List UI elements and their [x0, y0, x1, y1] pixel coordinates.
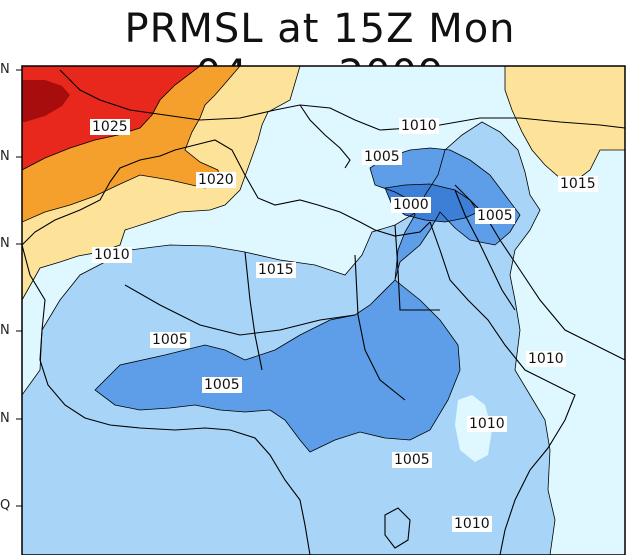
contour-1015: [22, 66, 301, 301]
contour-label-1010-arabia: 1010: [526, 351, 566, 367]
contour-label-1025: 1025: [90, 119, 130, 135]
border-sahara-2: [244, 251, 263, 371]
contour-1010: [22, 121, 556, 555]
coastline-north-africa: [22, 139, 431, 246]
contour-label-1010-horn: 1010: [467, 416, 507, 432]
contour-label-1005-levant: 1005: [475, 208, 515, 224]
contour-label-1010-nw: 1010: [92, 247, 132, 263]
contour-label-1000: 1000: [391, 197, 431, 213]
contour-label-1005-eastmed: 1005: [362, 149, 402, 165]
contour-1000: [384, 183, 479, 223]
contour-1005: [94, 147, 521, 453]
contour-label-1005-west: 1005: [150, 332, 190, 348]
contour-1015-east: [504, 66, 625, 186]
lat-label-5: N: [0, 411, 10, 426]
lat-label-3: N: [0, 236, 10, 251]
contour-label-1015-east: 1015: [558, 176, 598, 192]
map-border: [21, 65, 626, 555]
contour-label-1020: 1020: [196, 172, 236, 188]
contour-label-1005-sahel: 1005: [202, 377, 242, 393]
border-sahara-1: [124, 284, 356, 336]
border-egypt-libya: [394, 224, 440, 311]
lat-label-6: Q: [0, 498, 11, 513]
coastline-europe: [59, 69, 625, 131]
pressure-zone-1015-1020-east: [505, 66, 625, 185]
pressure-zone-1000-1005: [95, 148, 520, 452]
lat-label-1: N: [0, 62, 10, 77]
lat-label-2: N: [0, 149, 10, 164]
coastline-west-africa: [22, 244, 311, 555]
contour-label-1010-south: 1010: [452, 516, 492, 532]
coastline-italy: [299, 104, 351, 169]
coastline-madagascar: [384, 507, 411, 549]
pressure-zone-1030-plus: [22, 80, 70, 122]
contour-label-1015-sahara: 1015: [256, 262, 296, 278]
contour-label-1010-north: 1010: [399, 118, 439, 134]
contour-label-1005-south: 1005: [392, 452, 432, 468]
lat-label-4: N: [0, 323, 10, 338]
coastline-arabia: [454, 184, 625, 361]
border-sudan: [354, 254, 406, 401]
red-sea: [454, 189, 516, 311]
coastline-east-africa: [429, 221, 576, 555]
